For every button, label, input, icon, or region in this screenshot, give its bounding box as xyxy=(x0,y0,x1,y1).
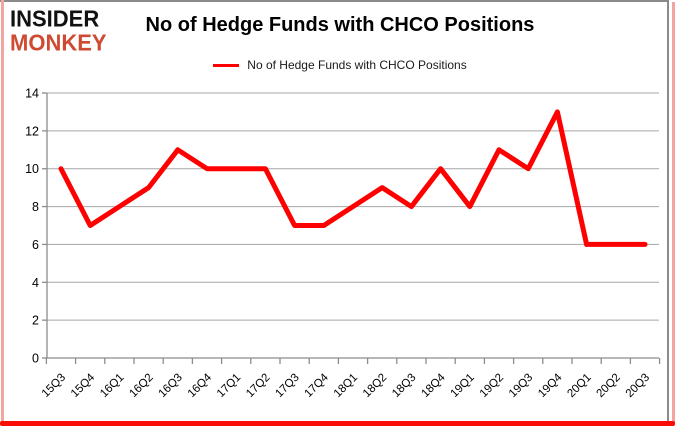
x-tick-label: 20Q2 xyxy=(595,372,623,400)
legend-line-swatch xyxy=(213,63,240,67)
x-tick-label: 19Q1 xyxy=(449,372,477,400)
x-tick-label: 18Q1 xyxy=(332,372,360,400)
logo-text-insider: INSIDER xyxy=(10,5,100,32)
x-tick-label: 20Q3 xyxy=(624,372,652,400)
x-tick-label: 17Q3 xyxy=(273,372,301,400)
x-tick-label: 18Q3 xyxy=(390,372,418,400)
x-tick-label: 17Q1 xyxy=(215,372,243,400)
x-tick-label: 16Q3 xyxy=(157,372,185,400)
x-tick-label: 17Q2 xyxy=(244,372,272,400)
x-tick-label: 19Q3 xyxy=(507,372,535,400)
data-line-series xyxy=(58,109,648,247)
y-tick-label: 12 xyxy=(25,124,39,138)
x-tick-label: 15Q4 xyxy=(69,371,98,400)
x-tick-label: 16Q1 xyxy=(98,372,126,400)
x-tick-label: 19Q2 xyxy=(478,372,506,400)
legend-label: No of Hedge Funds with CHCO Positions xyxy=(247,58,467,72)
y-tick-label: 6 xyxy=(32,238,39,252)
border-bottom-red xyxy=(0,421,675,426)
y-tick-label: 0 xyxy=(32,352,39,366)
x-tick-label: 16Q2 xyxy=(127,372,155,400)
x-tick-label: 17Q4 xyxy=(303,371,332,400)
x-tick-label: 18Q4 xyxy=(419,371,448,400)
border-right-gray xyxy=(667,0,669,421)
x-tick-label: 19Q4 xyxy=(536,371,565,400)
y-tick-label: 14 xyxy=(25,87,39,101)
insider-monkey-logo: INSIDER MONKEY xyxy=(10,5,107,56)
logo-text-monkey: MONKEY xyxy=(10,29,107,56)
border-right-pink xyxy=(672,2,675,423)
x-tick-label: 16Q4 xyxy=(186,371,215,400)
y-tick-label: 8 xyxy=(32,200,39,214)
x-tick-label: 15Q3 xyxy=(40,372,68,400)
x-tick-label: 18Q2 xyxy=(361,372,389,400)
y-tick-label: 2 xyxy=(32,314,39,328)
border-left-pink xyxy=(1,0,4,423)
y-tick-label: 10 xyxy=(25,162,39,176)
border-top xyxy=(0,0,669,2)
y-tick-label: 4 xyxy=(32,276,39,290)
chart-legend: No of Hedge Funds with CHCO Positions xyxy=(0,58,680,72)
chart-title: No of Hedge Funds with CHCO Positions xyxy=(145,14,535,36)
x-tick-label: 20Q1 xyxy=(565,372,593,400)
